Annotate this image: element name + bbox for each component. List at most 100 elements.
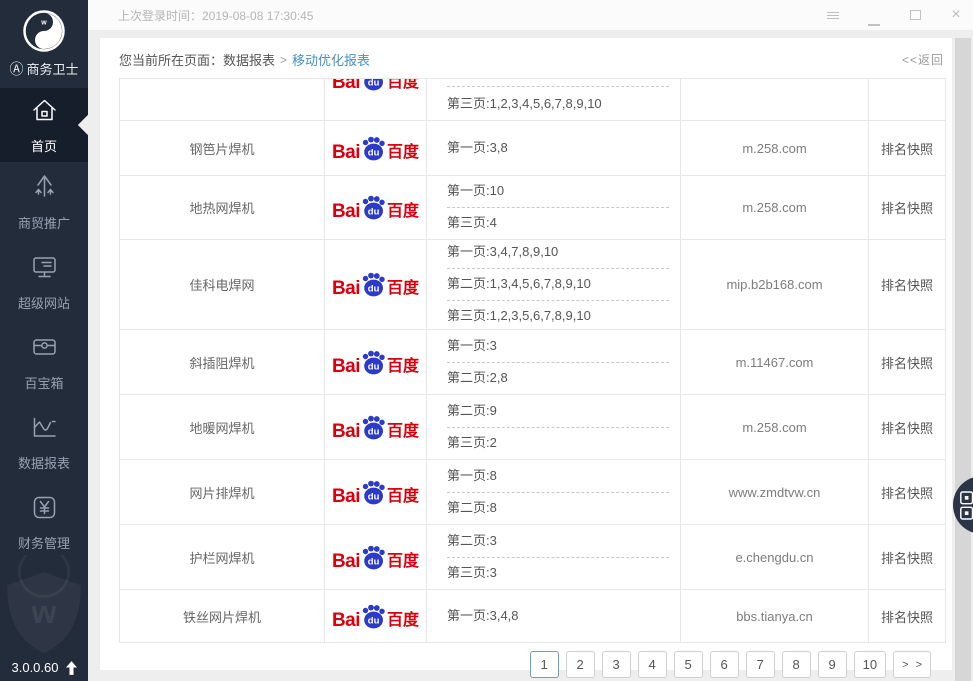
sidebar-item-超级网站[interactable]: 超级网站 xyxy=(0,242,88,322)
sidebar-item-label: 百宝箱 xyxy=(24,376,64,391)
svg-text:du: du xyxy=(368,147,380,158)
domain-cell: e.chengdu.cn xyxy=(681,525,869,589)
baidu-logo: Bai du 百度 xyxy=(332,271,419,298)
app-name: 商务卫士 xyxy=(26,62,79,77)
search-engine-cell: Bai du 百度 xyxy=(325,330,427,394)
keyword-cell: 钢笆片焊机 xyxy=(120,121,325,175)
snapshot-link[interactable]: 排名快照 xyxy=(880,355,933,371)
baidu-paw-icon: du xyxy=(364,79,384,91)
table-row: Bai du 百度 第三页:1,2,3,4,5,6,7,8,9,10 xyxy=(120,79,945,121)
page-ranking: 第一页:3 xyxy=(447,337,497,353)
page-ranking: 第一页:8 xyxy=(447,467,497,483)
domain-cell: bbs.tianya.cn xyxy=(681,590,869,642)
maximize-icon[interactable] xyxy=(908,8,922,22)
baidu-logo: Bai du 百度 xyxy=(332,194,419,221)
page-ranking: 第二页:8 xyxy=(447,491,669,524)
baidu-paw-icon: du xyxy=(362,480,385,504)
search-engine-cell: Bai du 百度 xyxy=(325,395,427,459)
sidebar-item-label: 财务管理 xyxy=(17,536,70,551)
brand-badge-icon: Ⓐ xyxy=(9,60,24,77)
version-label: 3.0.0.60 xyxy=(11,660,59,675)
titlebar: 上次登录时间：2019-08-08 17:30:45 × xyxy=(88,0,973,30)
search-engine-cell: Bai du 百度 xyxy=(325,525,427,589)
page-button-4[interactable]: 4 xyxy=(637,651,667,678)
page-ranking: 第一页:10 xyxy=(447,183,505,199)
finance-icon xyxy=(29,492,60,526)
breadcrumb-section: 数据报表 xyxy=(223,53,276,68)
baidu-logo: Bai du 百度 xyxy=(332,349,419,376)
search-engine-cell: Bai du 百度 xyxy=(325,79,427,120)
snapshot-link[interactable]: 排名快照 xyxy=(880,485,933,501)
baidu-paw-icon: du xyxy=(362,136,385,160)
page-button-3[interactable]: 3 xyxy=(601,651,631,678)
ranking-pages-cell: 第一页:3,4,8 xyxy=(427,590,681,642)
page-ranking: 第三页:4 xyxy=(447,207,669,239)
domain-cell: m.258.com xyxy=(681,121,869,175)
page-ranking: 第二页:1,3,4,5,6,7,8,9,10 xyxy=(447,268,669,300)
baidu-logo: Bai du 百度 xyxy=(332,79,419,92)
ranking-pages-cell: 第二页:9 第三页:2 xyxy=(427,395,681,459)
ranking-pages-cell: 第二页:3 第三页:3 xyxy=(427,525,681,589)
page-button-1[interactable]: 1 xyxy=(529,651,559,678)
page-ranking: 第三页:2 xyxy=(447,426,669,459)
page-button-6[interactable]: 6 xyxy=(709,651,739,678)
sidebar-item-商贸推广[interactable]: 商贸推广 xyxy=(0,162,88,242)
baidu-paw-icon: du xyxy=(362,604,385,628)
ranking-pages-cell: 第一页:8 第二页:8 xyxy=(427,460,681,524)
sidebar-item-数据报表[interactable]: 数据报表 xyxy=(0,402,88,482)
search-engine-cell: Bai du 百度 xyxy=(325,240,427,329)
page-ranking: 第一页:3,4,7,8,9,10 xyxy=(447,244,559,260)
page-ranking: 第一页:3,4,8 xyxy=(447,607,519,623)
last-login-time: 上次登录时间：2019-08-08 17:30:45 xyxy=(118,8,314,23)
search-engine-cell: Bai du 百度 xyxy=(325,590,427,642)
page-ranking: 第三页:1,2,3,5,6,7,8,9,10 xyxy=(447,299,669,332)
sidebar-item-财务管理[interactable]: 财务管理 xyxy=(0,482,88,562)
snapshot-link[interactable]: 排名快照 xyxy=(880,141,933,157)
page-button-10[interactable]: 10 xyxy=(853,651,887,678)
brand: Ⓐ 商务卫士 xyxy=(0,59,88,78)
table-row: 地暖网焊机 Bai du 百度 第二页:9 第三页:2 m.258.com 排名快照 xyxy=(120,395,945,460)
page-button-7[interactable]: 7 xyxy=(745,651,775,678)
sidebar-item-label: 商贸推广 xyxy=(17,216,70,231)
svg-text:du: du xyxy=(368,79,380,89)
domain-cell: mip.b2b168.com xyxy=(681,240,869,329)
breadcrumb-current[interactable]: 移动优化报表 xyxy=(292,53,371,68)
ranking-pages-cell: 第三页:1,2,3,4,5,6,7,8,9,10 xyxy=(427,79,681,120)
ranking-pages-cell: 第一页:3,8 xyxy=(427,121,681,175)
sidebar-item-label: 首页 xyxy=(30,139,57,154)
update-arrow-icon[interactable] xyxy=(65,660,77,675)
domain-cell: www.zmdtvw.cn xyxy=(681,460,869,524)
table-row: 网片排焊机 Bai du 百度 第一页:8 第二页:8 www.zmdtvw.cn 排名快照 xyxy=(120,460,945,525)
version-row: 3.0.0.60 xyxy=(0,660,88,675)
close-icon[interactable]: × xyxy=(951,6,961,23)
back-link[interactable]: <<返回 xyxy=(901,53,944,67)
pagination: 1 2 3 4 5 6 7 8 9 10 > > xyxy=(100,643,952,678)
sidebar-item-label: 超级网站 xyxy=(17,296,70,311)
baidu-paw-icon: du xyxy=(362,350,385,374)
minimize-icon[interactable] xyxy=(867,8,881,26)
baidu-logo: Bai du 百度 xyxy=(332,544,419,571)
snapshot-link[interactable]: 排名快照 xyxy=(880,201,933,216)
sidebar-item-百宝箱[interactable]: 百宝箱 xyxy=(0,322,88,402)
menu-icon[interactable] xyxy=(826,8,840,22)
page-ranking: 第二页:2,8 xyxy=(447,361,669,394)
snapshot-link[interactable]: 排名快照 xyxy=(880,550,933,566)
ranking-pages-cell: 第一页:3 第二页:2,8 xyxy=(427,330,681,394)
snapshot-link[interactable]: 排名快照 xyxy=(880,278,933,293)
page-button-2[interactable]: 2 xyxy=(565,651,595,678)
scrollbar[interactable] xyxy=(955,38,971,681)
watermark-shield-icon: w xyxy=(0,555,88,659)
snapshot-link[interactable]: 排名快照 xyxy=(880,609,933,625)
baidu-logo: Bai du 百度 xyxy=(332,479,419,506)
page-button-8[interactable]: 8 xyxy=(781,651,811,678)
svg-text:du: du xyxy=(368,556,380,567)
sidebar-item-首页[interactable]: 首页 xyxy=(0,88,100,162)
snapshot-link[interactable]: 排名快照 xyxy=(880,420,933,436)
keyword-cell: 佳科电焊网 xyxy=(120,240,325,329)
keyword-cell xyxy=(120,79,325,120)
next-page-button[interactable]: > > xyxy=(893,651,931,678)
baidu-logo: Bai du 百度 xyxy=(332,414,419,441)
page-button-5[interactable]: 5 xyxy=(673,651,703,678)
baidu-paw-icon: du xyxy=(362,415,385,439)
page-button-9[interactable]: 9 xyxy=(817,651,847,678)
